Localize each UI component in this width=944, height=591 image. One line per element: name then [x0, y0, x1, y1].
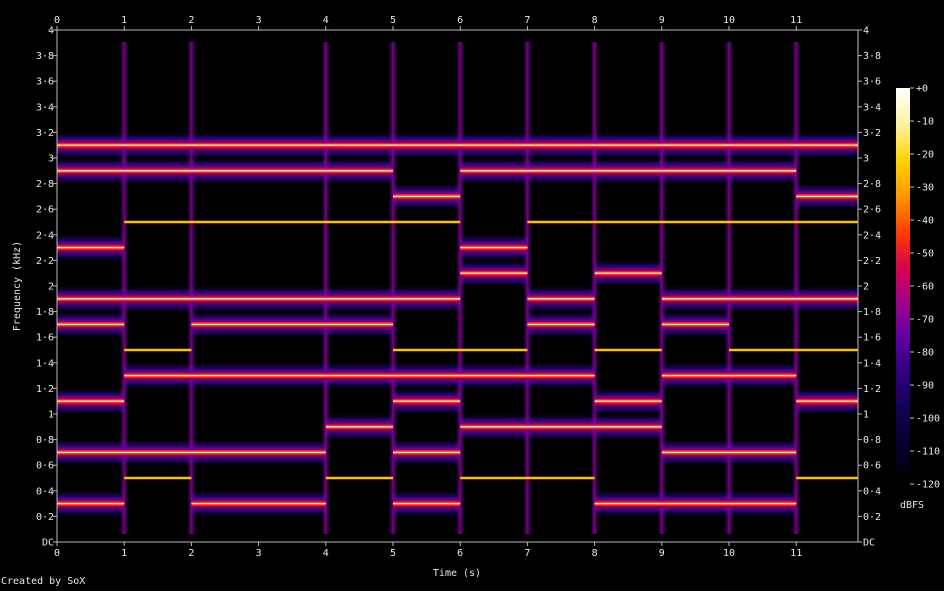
- x-tick-label: 6: [457, 548, 463, 559]
- x-tick-label-top: 7: [524, 15, 530, 26]
- y-tick-label: 0·4: [36, 486, 54, 497]
- y-tick-label-right: 3·8: [863, 51, 881, 62]
- colorbar-tick-label: -30: [916, 183, 934, 194]
- y-tick-label: 3·4: [36, 102, 54, 113]
- colorbar-ticks: +0 -10 -20 -30 -40 -50 -60 -70 -80 -90 -100 -110 -12…: [910, 84, 940, 491]
- transient-streak: [187, 42, 196, 534]
- transient-streak: [321, 42, 330, 534]
- y-tick-label-right: 1·4: [863, 358, 881, 369]
- y-tick-label: 3·2: [36, 128, 54, 139]
- y-tick-label: 2: [48, 282, 54, 293]
- x-tick-label: 5: [390, 548, 396, 559]
- transient-streak: [389, 42, 397, 534]
- y-tick-label: 2·6: [36, 205, 54, 216]
- x-tick-label-top: 1: [121, 15, 127, 26]
- colorbar-tick-label: -90: [916, 381, 934, 392]
- y-tick-label: 4: [48, 26, 54, 37]
- y-tick-label: 2·2: [36, 256, 54, 267]
- y-tick-label-right: 3·6: [863, 77, 881, 88]
- y-tick-label: 3·8: [36, 51, 54, 62]
- colorbar-tick-label: -40: [916, 216, 934, 227]
- colorbar-tick-label: +0: [916, 84, 928, 95]
- x-tick-label: 7: [524, 548, 530, 559]
- y-tick-label-right: 1·2: [863, 384, 881, 395]
- colorbar-tick-label: -80: [916, 348, 934, 359]
- y-tick-label-right: 0·4: [863, 486, 881, 497]
- x-tick-label-top: 8: [592, 15, 598, 26]
- y-tick-label-right: 3: [863, 154, 869, 165]
- colorbar-tick-label: -50: [916, 249, 934, 260]
- transient-streak: [456, 42, 465, 534]
- y-tick-label-right: 0·6: [863, 461, 881, 472]
- y-tick-label-right: 2·4: [863, 230, 881, 241]
- colorbar-tick-label: -120: [916, 480, 940, 491]
- y-tick-label: 1: [48, 410, 54, 421]
- colorbar-tick-label: -10: [916, 117, 934, 128]
- y-tick-label: 0·8: [36, 435, 54, 446]
- y-tick-label: 3: [48, 154, 54, 165]
- x-tick-label: 8: [592, 548, 598, 559]
- colorbar-tick-label: -70: [916, 315, 934, 326]
- y-tick-label: 0·6: [36, 461, 54, 472]
- y-tick-label: 0·2: [36, 512, 54, 523]
- x-tick-label-top: 6: [457, 15, 463, 26]
- y-tick-label: 3·6: [36, 77, 54, 88]
- tone-line-layer: [57, 143, 858, 506]
- y-tick-label: 1·6: [36, 333, 54, 344]
- x-tick-label-top: 5: [390, 15, 396, 26]
- x-tick-label-top: 11: [790, 15, 802, 26]
- x-tick-label-top: 3: [256, 15, 262, 26]
- colorbar-tick-label: -110: [916, 447, 940, 458]
- x-axis-label: Time (s): [433, 568, 481, 579]
- y-tick-label-right: 0·2: [863, 512, 881, 523]
- x-tick-label: 0: [54, 548, 60, 559]
- transient-streak: [657, 42, 666, 534]
- colorbar-label: dBFS: [900, 500, 924, 511]
- y-tick-label: 2·4: [36, 230, 54, 241]
- y-axis-label: Frequency (kHz): [12, 241, 23, 331]
- x-tick-label: 9: [659, 548, 665, 559]
- x-tick-label: 10: [723, 548, 735, 559]
- x-tick-label-top: 0: [54, 15, 60, 26]
- x-tick-label: 11: [790, 548, 802, 559]
- y-tick-label-right: 3·4: [863, 102, 881, 113]
- transient-streak: [120, 42, 129, 534]
- x-tick-label-top: 10: [723, 15, 735, 26]
- transient-streak: [590, 42, 599, 534]
- transient-layer: [120, 42, 801, 534]
- y-tick-label-right: 1·8: [863, 307, 881, 318]
- colorbar-tick-label: -100: [916, 414, 940, 425]
- colorbar-tick-label: -20: [916, 150, 934, 161]
- y-tick-label: 2·8: [36, 179, 54, 190]
- colorbar-tick-label: -60: [916, 282, 934, 293]
- y-tick-label-right: DC: [863, 538, 875, 549]
- colorbar: [896, 88, 910, 484]
- x-tick-label: 3: [256, 548, 262, 559]
- x-tick-label-top: 4: [323, 15, 329, 26]
- y-tick-label: 1·4: [36, 358, 54, 369]
- x-tick-label: 2: [188, 548, 194, 559]
- y-tick-label-right: 0·8: [863, 435, 881, 446]
- x-tick-label: 1: [121, 548, 127, 559]
- y-tick-label-right: 3·2: [863, 128, 881, 139]
- footer-credit: Created by SoX: [1, 576, 86, 587]
- transient-streak: [725, 42, 733, 534]
- y-tick-label-right: 2·8: [863, 179, 881, 190]
- y-tick-label: 1·8: [36, 307, 54, 318]
- transient-streak: [523, 42, 532, 534]
- y-tick-label-right: 2: [863, 282, 869, 293]
- y-tick-label-right: 1·6: [863, 333, 881, 344]
- x-tick-label-top: 2: [188, 15, 194, 26]
- y-tick-label: DC: [42, 538, 54, 549]
- transient-streak: [792, 42, 801, 534]
- y-tick-label-right: 2·6: [863, 205, 881, 216]
- y-tick-label-right: 1: [863, 410, 869, 421]
- x-tick-label: 4: [323, 548, 329, 559]
- y-tick-label-right: 4: [863, 26, 869, 37]
- y-tick-label-right: 2·2: [863, 256, 881, 267]
- x-tick-label-top: 9: [659, 15, 665, 26]
- y-tick-label: 1·2: [36, 384, 54, 395]
